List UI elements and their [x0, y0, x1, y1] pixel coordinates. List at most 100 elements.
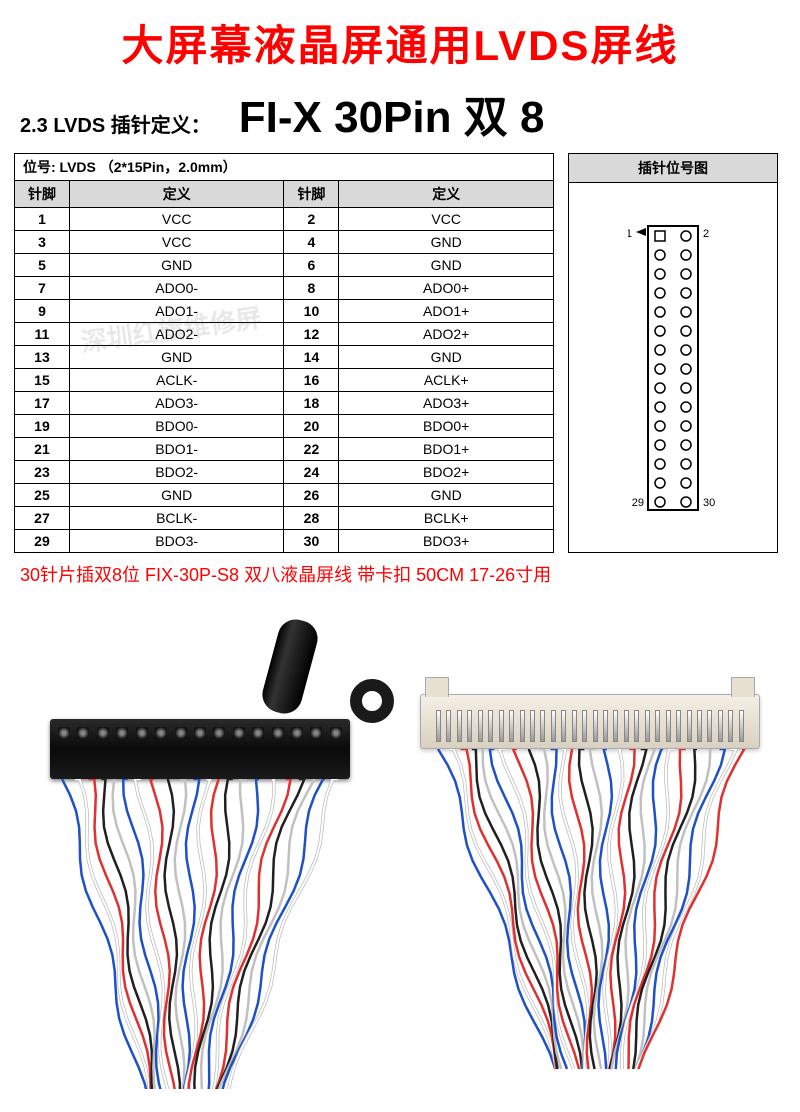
table-cell: 14: [284, 346, 339, 369]
table-cell: 5: [15, 254, 70, 277]
table-row: 21BDO1-22BDO1+: [15, 438, 554, 461]
table-row: 5GND6GND: [15, 254, 554, 277]
table-cell: 11: [15, 323, 70, 346]
table-cell: 27: [15, 507, 70, 530]
table-cell: GND: [339, 254, 554, 277]
table-cell: ADO0+: [339, 277, 554, 300]
table-cell: GND: [339, 231, 554, 254]
diagram-header: 插针位号图: [569, 154, 777, 183]
table-row: 3VCC4GND: [15, 231, 554, 254]
col-header-def1: 定义: [69, 181, 284, 208]
table-cell: 15: [15, 369, 70, 392]
table-cell: 19: [15, 415, 70, 438]
table-cell: BDO2-: [69, 461, 284, 484]
table-cell: BCLK+: [339, 507, 554, 530]
table-cell: ACLK+: [339, 369, 554, 392]
svg-text:1: 1: [628, 228, 632, 240]
table-cell: 28: [284, 507, 339, 530]
table-cell: BDO3+: [339, 530, 554, 553]
table-cell: 18: [284, 392, 339, 415]
product-description: 30针片插双8位 FIX-30P-S8 双八液晶屏线 带卡扣 50CM 17-2…: [0, 553, 800, 599]
table-cell: VCC: [69, 231, 284, 254]
right-wires: [420, 749, 760, 1089]
table-row: 15ACLK-16ACLK+: [15, 369, 554, 392]
table-cell: BDO1-: [69, 438, 284, 461]
table-row: 25GND26GND: [15, 484, 554, 507]
svg-text:29: 29: [632, 497, 644, 509]
table-cell: 8: [284, 277, 339, 300]
table-cell: BDO1+: [339, 438, 554, 461]
table-cell: VCC: [69, 208, 284, 231]
table-row: 13GND14GND: [15, 346, 554, 369]
product-photo-area: [0, 599, 800, 1089]
table-row: 11ADO2-12ADO2+: [15, 323, 554, 346]
table-row: 27BCLK-28BCLK+: [15, 507, 554, 530]
svg-text:30: 30: [703, 497, 715, 509]
table-cell: ADO2+: [339, 323, 554, 346]
table-cell: VCC: [339, 208, 554, 231]
table-row: 19BDO0-20BDO0+: [15, 415, 554, 438]
table-cell: 23: [15, 461, 70, 484]
table-cell: GND: [69, 346, 284, 369]
section-label: 2.3 LVDS 插针定义：: [20, 109, 211, 138]
pin-diagram-panel: 插针位号图 1 2 29 30: [568, 153, 778, 553]
table-cell: 26: [284, 484, 339, 507]
col-header-pin2: 针脚: [284, 181, 339, 208]
table-cell: 30: [284, 530, 339, 553]
section-header: 2.3 LVDS 插针定义： FI-X 30Pin 双 8: [0, 81, 800, 153]
table-cell: GND: [69, 254, 284, 277]
table-cell: 9: [15, 300, 70, 323]
table-cell: 3: [15, 231, 70, 254]
table-cell: GND: [69, 484, 284, 507]
table-cell: BCLK-: [69, 507, 284, 530]
table-row: 7ADO0-8ADO0+: [15, 277, 554, 300]
table-cell: BDO3-: [69, 530, 284, 553]
col-header-pin1: 针脚: [15, 181, 70, 208]
table-cell: 7: [15, 277, 70, 300]
table-cell: ACLK-: [69, 369, 284, 392]
table-row: 23BDO2-24BDO2+: [15, 461, 554, 484]
table-cell: 25: [15, 484, 70, 507]
table-cell: 6: [284, 254, 339, 277]
page-title: 大屏幕液晶屏通用LVDS屏线: [0, 0, 800, 81]
table-cell: GND: [339, 484, 554, 507]
table-row: 17ADO3-18ADO3+: [15, 392, 554, 415]
ferrite-core: [258, 615, 321, 717]
table-cell: 20: [284, 415, 339, 438]
table-cell: 2: [284, 208, 339, 231]
table-cell: 17: [15, 392, 70, 415]
table-cell: ADO0-: [69, 277, 284, 300]
svg-text:2: 2: [703, 228, 709, 240]
table-cell: 10: [284, 300, 339, 323]
left-connector: [50, 719, 350, 779]
table-cell: ADO1+: [339, 300, 554, 323]
table-cell: ADO2-: [69, 323, 284, 346]
table-cell: GND: [339, 346, 554, 369]
section-big-title: FI-X 30Pin 双 8: [239, 81, 545, 145]
table-cell: ADO3-: [69, 392, 284, 415]
table-cell: BDO2+: [339, 461, 554, 484]
connector-diagram: 1 2 29 30: [628, 218, 718, 518]
table-cell: 29: [15, 530, 70, 553]
ring-terminal: [350, 679, 394, 723]
table-span-header: 位号: LVDS （2*15Pin，2.0mm）: [15, 154, 554, 181]
col-header-def2: 定义: [339, 181, 554, 208]
table-cell: 12: [284, 323, 339, 346]
left-wires: [50, 779, 350, 1089]
table-cell: ADO3+: [339, 392, 554, 415]
table-cell: 4: [284, 231, 339, 254]
table-cell: 21: [15, 438, 70, 461]
table-row: 1VCC2VCC: [15, 208, 554, 231]
table-cell: 24: [284, 461, 339, 484]
table-row: 29BDO3-30BDO3+: [15, 530, 554, 553]
pinout-table: 位号: LVDS （2*15Pin，2.0mm） 针脚 定义 针脚 定义 1VC…: [14, 153, 554, 553]
table-cell: ADO1-: [69, 300, 284, 323]
table-cell: BDO0-: [69, 415, 284, 438]
right-connector: [420, 694, 760, 749]
table-cell: 13: [15, 346, 70, 369]
table-row: 9ADO1-10ADO1+: [15, 300, 554, 323]
table-cell: 22: [284, 438, 339, 461]
table-cell: 16: [284, 369, 339, 392]
table-cell: 1: [15, 208, 70, 231]
table-cell: BDO0+: [339, 415, 554, 438]
